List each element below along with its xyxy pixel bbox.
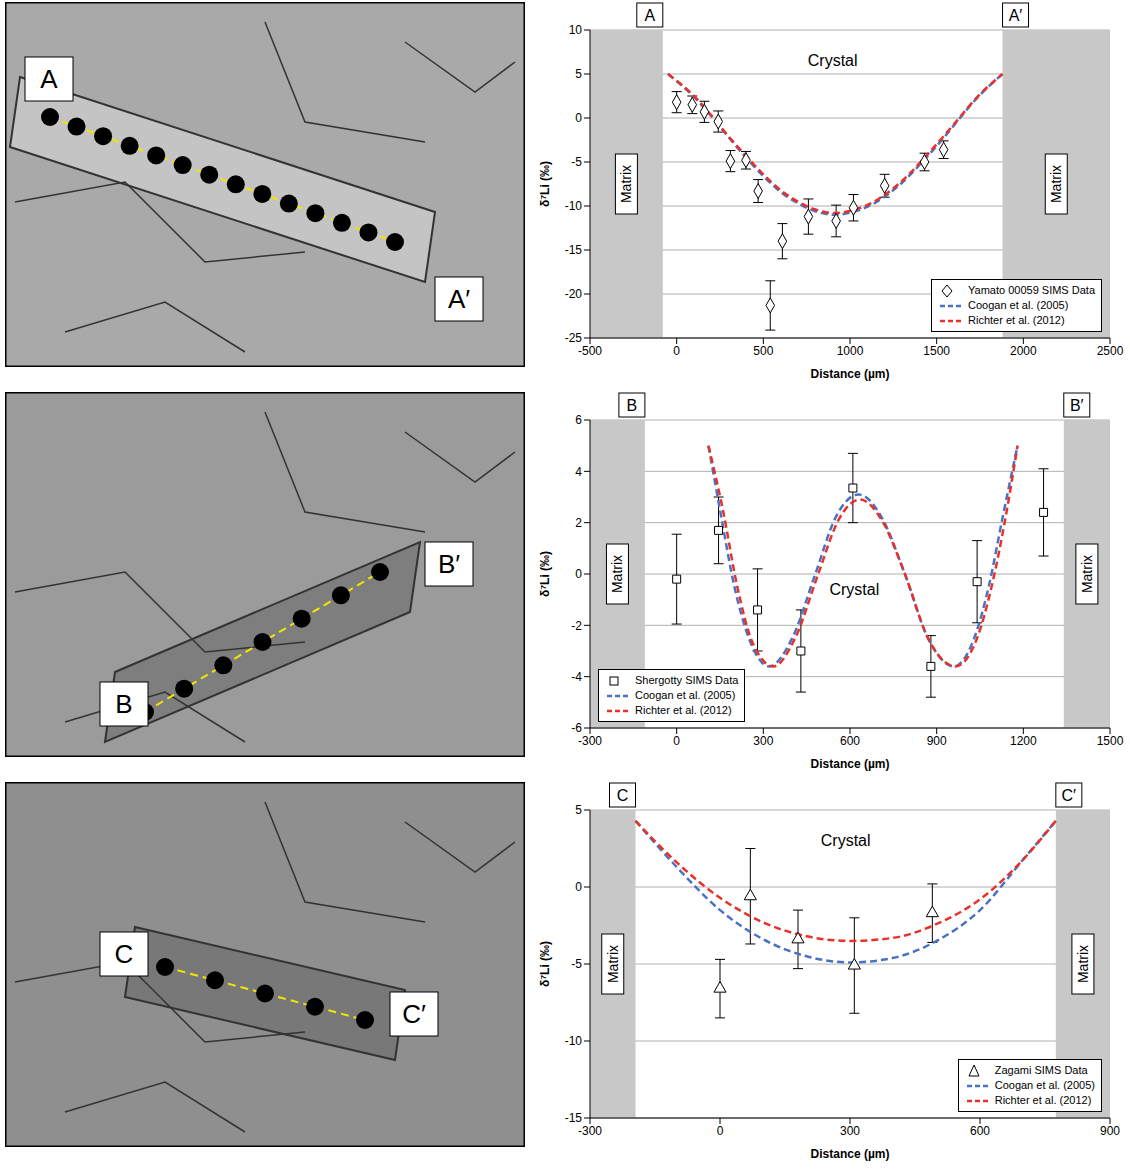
svg-text:0: 0	[575, 567, 582, 581]
svg-text:Matrix: Matrix	[1048, 165, 1064, 203]
svg-text:δ⁷Li (‰): δ⁷Li (‰)	[538, 551, 552, 597]
svg-text:B′: B′	[1070, 397, 1084, 414]
svg-text:B′: B′	[438, 549, 460, 579]
svg-text:Crystal: Crystal	[829, 581, 879, 598]
svg-text:B: B	[627, 397, 638, 414]
svg-text:A: A	[40, 64, 58, 94]
svg-text:500: 500	[753, 344, 773, 358]
svg-text:A: A	[644, 7, 655, 24]
html-text:Zagami SIMS Data: Zagami SIMS Data	[994, 1064, 1088, 1076]
svg-text:-20: -20	[565, 287, 583, 301]
html-text:Richter et al. (2012): Richter et al. (2012)	[994, 1094, 1092, 1106]
svg-text:δ⁷Li (‰): δ⁷Li (‰)	[538, 161, 552, 207]
html-text:Coogan et al. (2005): Coogan et al. (2005)	[968, 299, 1069, 311]
svg-text:-4: -4	[571, 670, 582, 684]
html-text:Yamato 00059 SIMS Data: Yamato 00059 SIMS Data	[968, 284, 1095, 296]
svg-text:Crystal: Crystal	[821, 832, 871, 849]
svg-text:1500: 1500	[1097, 734, 1124, 748]
svg-text:2: 2	[575, 516, 582, 530]
svg-text:-15: -15	[565, 1111, 583, 1125]
svg-text:5: 5	[575, 803, 582, 817]
svg-text:900: 900	[1100, 1124, 1120, 1138]
svg-text:Crystal: Crystal	[808, 52, 858, 69]
svg-text:5: 5	[575, 67, 582, 81]
svg-text:-15: -15	[565, 243, 583, 257]
svg-text:Matrix: Matrix	[618, 165, 634, 203]
svg-text:-25: -25	[565, 331, 583, 345]
svg-text:Matrix: Matrix	[605, 945, 621, 983]
svg-text:-5: -5	[571, 957, 582, 971]
svg-text:δ⁷Li (‰): δ⁷Li (‰)	[538, 941, 552, 987]
svg-text:-6: -6	[571, 721, 582, 735]
html-text:Coogan et al. (2005): Coogan et al. (2005)	[635, 689, 736, 701]
svg-text:-300: -300	[578, 734, 602, 748]
svg-text:4: 4	[575, 465, 582, 479]
svg-text:C: C	[617, 787, 629, 804]
svg-text:300: 300	[840, 1124, 860, 1138]
svg-text:B: B	[115, 689, 132, 719]
svg-text:C′: C′	[1062, 787, 1077, 804]
svg-text:-300: -300	[578, 1124, 602, 1138]
svg-text:2000: 2000	[1010, 344, 1037, 358]
html-text:Coogan et al. (2005): Coogan et al. (2005)	[994, 1079, 1095, 1091]
svg-text:300: 300	[753, 734, 773, 748]
svg-text:-500: -500	[578, 344, 602, 358]
svg-text:A′: A′	[448, 284, 470, 314]
svg-text:2500: 2500	[1097, 344, 1124, 358]
svg-text:A′: A′	[1009, 7, 1023, 24]
svg-text:1500: 1500	[923, 344, 950, 358]
svg-text:C′: C′	[402, 999, 426, 1029]
svg-text:600: 600	[840, 734, 860, 748]
svg-text:-10: -10	[565, 1034, 583, 1048]
svg-text:0: 0	[673, 734, 680, 748]
html-text:Richter et al. (2012): Richter et al. (2012)	[968, 314, 1065, 326]
svg-text:Distance (µm): Distance (µm)	[811, 1147, 890, 1161]
svg-text:Distance (µm): Distance (µm)	[811, 367, 890, 381]
svg-text:0: 0	[575, 880, 582, 894]
svg-text:0: 0	[575, 111, 582, 125]
svg-text:10: 10	[569, 23, 583, 37]
svg-text:Distance (µm): Distance (µm)	[811, 757, 890, 771]
svg-text:-5: -5	[571, 155, 582, 169]
svg-text:Matrix: Matrix	[1075, 945, 1091, 983]
svg-text:6: 6	[575, 413, 582, 427]
svg-text:Matrix: Matrix	[609, 555, 625, 593]
html-text:Richter et al. (2012): Richter et al. (2012)	[635, 704, 732, 716]
svg-text:600: 600	[970, 1124, 990, 1138]
svg-text:1200: 1200	[1010, 734, 1037, 748]
html-text:Shergotty SIMS Data: Shergotty SIMS Data	[635, 674, 739, 686]
svg-text:1000: 1000	[837, 344, 864, 358]
svg-text:0: 0	[717, 1124, 724, 1138]
svg-text:Matrix: Matrix	[1079, 555, 1095, 593]
svg-text:0: 0	[673, 344, 680, 358]
svg-text:900: 900	[927, 734, 947, 748]
svg-text:C: C	[115, 939, 134, 969]
svg-text:-2: -2	[571, 619, 582, 633]
svg-text:-10: -10	[565, 199, 583, 213]
